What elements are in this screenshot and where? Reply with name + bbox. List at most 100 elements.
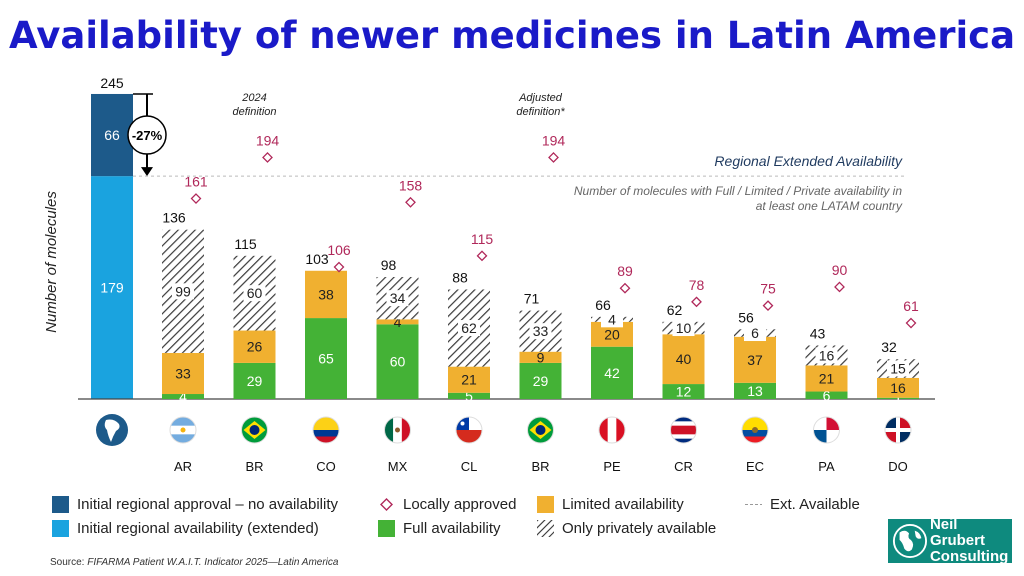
dark-blue-square-icon <box>52 496 69 513</box>
diamond-7 <box>691 296 702 308</box>
dominican-republic-flag-icon <box>885 417 911 443</box>
legend-item-full: Full availability <box>378 520 501 537</box>
label-locally-approved-8: 75 <box>760 281 776 297</box>
legend-item-initial_extended: Initial regional availability (extended) <box>52 520 319 537</box>
logo-line1: Neil Grubert <box>929 516 985 549</box>
legend-item-limited: Limited availability <box>537 496 684 513</box>
label-total-4: 88 <box>452 269 468 285</box>
label-total-10: 32 <box>881 339 897 355</box>
category-label-5: BR <box>531 459 549 474</box>
legend-label-initial_extended: Initial regional availability (extended) <box>77 520 319 537</box>
category-label-0: AR <box>174 459 192 474</box>
label-locally-approved-7: 78 <box>689 277 705 293</box>
change-label: -27% <box>132 128 163 143</box>
bar-full-pe-6 <box>591 346 633 399</box>
label-private-8: 6 <box>751 325 759 341</box>
label-locally-approved-4: 115 <box>471 231 494 247</box>
label-regional-total: 245 <box>100 75 124 91</box>
bar-limited-br-5 <box>519 351 562 363</box>
argentina-flag-icon <box>170 417 196 443</box>
label-full-9: 6 <box>823 387 831 403</box>
annotation-1-line2: definition* <box>516 106 565 118</box>
bar-full-cr-7 <box>662 384 705 399</box>
hatched-square-icon <box>537 520 554 537</box>
legend-label-full: Full availability <box>403 520 501 537</box>
source-text: FIFARMA Patient W.A.I.T. Indicator 2025—… <box>87 557 339 568</box>
bar-initial-no-availability <box>91 93 133 177</box>
label-private-1: 60 <box>247 285 263 301</box>
label-full-10: 1 <box>894 390 902 406</box>
label-limited-8: 37 <box>747 352 763 368</box>
bar-limited-cl-4 <box>448 366 490 393</box>
bar-limited-cr-7 <box>662 334 705 385</box>
label-private-7: 10 <box>676 320 692 336</box>
bar-limited-pa-9 <box>805 365 848 392</box>
label-total-1: 115 <box>234 236 257 252</box>
label-private-6: 4 <box>608 311 616 327</box>
label-private-9: 16 <box>819 347 835 363</box>
label-total-3: 98 <box>381 257 397 273</box>
company-logo: Neil Grubert Consulting <box>888 516 1012 565</box>
label-full-8: 13 <box>747 383 763 399</box>
category-label-4: CL <box>461 459 478 474</box>
label-initial-no-availability: 66 <box>104 127 120 143</box>
category-label-7: CR <box>674 459 693 474</box>
legend-label-locally_approved: Locally approved <box>403 496 517 513</box>
flag-border-4 <box>455 416 483 444</box>
brazil-flag-icon <box>527 417 554 443</box>
light-blue-square-icon <box>52 520 69 537</box>
bar-full-br-1 <box>233 362 276 399</box>
label-total-8: 56 <box>738 309 754 325</box>
label-locally-approved-1: 194 <box>256 132 280 148</box>
legend-item-private: Only privately available <box>537 520 716 537</box>
label-bg-private-1 <box>243 285 266 302</box>
legend-label-initial_no_avail: Initial regional approval – no availabil… <box>77 496 338 513</box>
legend-label-private: Only privately available <box>562 520 717 537</box>
category-label-3: MX <box>388 459 408 474</box>
flag-border-8 <box>741 416 769 444</box>
label-bg-private-9 <box>815 347 838 364</box>
source-note: Source: FIFARMA Patient W.A.I.T. Indicat… <box>50 557 338 568</box>
reference-line-label: Regional Extended Availability <box>714 153 903 169</box>
annotation-0-line2: definition <box>232 106 276 118</box>
diamond-2 <box>333 261 345 273</box>
diamond-outline-icon <box>378 496 395 513</box>
diamond-9 <box>834 281 845 293</box>
label-full-4: 5 <box>465 388 473 404</box>
label-locally-approved-5: 194 <box>542 132 566 148</box>
reference-note-line1: Number of molecules with Full / Limited … <box>574 184 902 198</box>
label-total-9: 43 <box>810 325 826 341</box>
flag-border-5 <box>527 416 554 444</box>
bar-full-br-5 <box>519 362 562 399</box>
label-locally-approved-6: 89 <box>617 263 633 279</box>
label-total-2: 103 <box>305 251 329 267</box>
globe-logo-icon <box>892 523 928 559</box>
bar-limited-mx-3 <box>376 319 419 325</box>
dashed-line-icon <box>745 496 762 513</box>
category-label-1: BR <box>245 459 263 474</box>
bar-limited-ar-0 <box>162 352 204 395</box>
label-private-3: 34 <box>390 290 406 306</box>
bar-full-ar-0 <box>162 394 204 399</box>
label-limited-3: 4 <box>394 314 402 330</box>
logo-line2: Consulting <box>929 548 1009 565</box>
label-full-2: 65 <box>318 351 334 367</box>
label-initial-extended: 179 <box>100 280 124 296</box>
legend-item-initial_no_avail: Initial regional approval – no availabil… <box>52 496 338 513</box>
label-limited-9: 21 <box>819 370 835 386</box>
diamond-6 <box>619 282 631 294</box>
label-private-10: 15 <box>890 360 906 376</box>
south-america-icon <box>104 419 120 442</box>
label-limited-4: 21 <box>461 372 477 388</box>
label-private-5: 33 <box>533 323 549 339</box>
label-bg-private-10 <box>887 360 909 377</box>
label-bg-private-7 <box>672 320 695 337</box>
label-bg-private-4 <box>458 320 480 337</box>
legend-item-ext_available: Ext. Available <box>745 496 860 513</box>
label-bg-private-0 <box>172 283 194 300</box>
bar-full-cl-4 <box>448 392 490 399</box>
legend-label-limited: Limited availability <box>562 496 684 513</box>
category-label-2: CO <box>316 459 336 474</box>
label-full-5: 29 <box>533 373 549 389</box>
brazil-flag-icon <box>241 417 268 443</box>
